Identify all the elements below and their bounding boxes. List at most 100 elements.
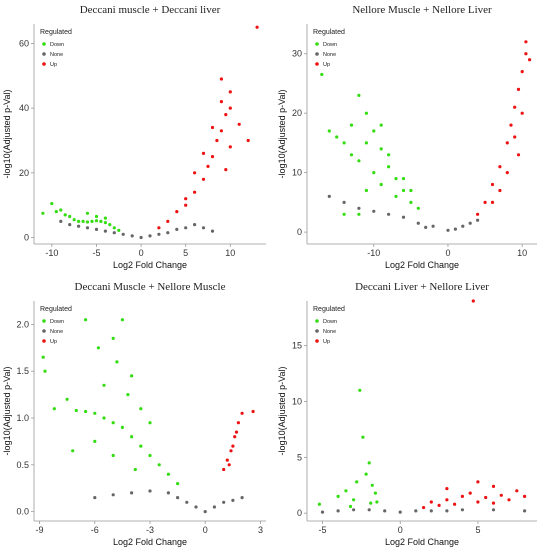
legend-swatch-down	[315, 319, 319, 323]
point-down	[41, 355, 45, 359]
point-down	[43, 369, 47, 373]
legend-swatch-down	[42, 319, 46, 323]
point-down	[99, 219, 103, 223]
point-none	[445, 509, 449, 513]
point-up	[234, 430, 239, 434]
point-down	[103, 216, 107, 220]
point-up	[520, 111, 524, 115]
point-up	[491, 484, 496, 488]
point-none	[431, 224, 435, 228]
legend-swatch-down	[42, 42, 46, 46]
point-down	[81, 219, 85, 223]
point-down	[90, 219, 94, 223]
point-none	[398, 510, 402, 514]
point-down	[54, 210, 58, 214]
point-up	[437, 503, 441, 507]
point-up	[166, 219, 170, 223]
point-down	[361, 435, 365, 439]
point-down	[72, 218, 76, 222]
point-down	[364, 188, 368, 193]
point-down	[416, 206, 420, 210]
point-none	[94, 227, 99, 231]
point-down	[71, 449, 75, 453]
point-up	[184, 197, 188, 201]
point-down	[176, 482, 180, 486]
point-down	[336, 494, 340, 498]
point-up	[505, 171, 509, 175]
point-up	[491, 501, 496, 505]
point-down	[357, 159, 361, 163]
point-down	[394, 194, 398, 198]
point-none	[212, 505, 216, 509]
point-up	[528, 58, 532, 62]
x-tick-label: 10	[225, 248, 235, 258]
y-tick-label: 20	[19, 168, 29, 178]
point-none	[372, 209, 376, 213]
y-tick-label: 0.0	[16, 507, 29, 517]
point-down	[68, 214, 72, 219]
point-down	[357, 212, 361, 216]
point-up	[490, 182, 495, 187]
point-down	[349, 123, 354, 127]
point-down	[409, 200, 413, 204]
point-none	[210, 229, 215, 233]
point-down	[317, 502, 321, 506]
point-up	[227, 463, 231, 467]
x-axis-label: Log2 Fold Change	[113, 537, 187, 547]
point-none	[130, 491, 134, 495]
legend: Regulated Down None Up	[313, 29, 345, 68]
point-none	[175, 227, 179, 231]
legend-swatch-none	[42, 52, 46, 56]
y-tick-label: 1.0	[16, 413, 29, 423]
legend-label-up: Up	[323, 62, 330, 68]
point-down	[364, 141, 368, 145]
point-down	[348, 504, 353, 509]
point-down	[409, 188, 413, 193]
point-none	[468, 221, 472, 225]
point-none	[414, 509, 418, 513]
point-up	[516, 153, 521, 157]
point-down	[344, 489, 348, 493]
point-up	[523, 494, 527, 498]
legend: Regulated Down None Up	[313, 306, 345, 345]
legend-swatch-down	[315, 42, 319, 46]
point-down	[84, 409, 88, 414]
point-none	[166, 491, 170, 495]
point-none	[461, 224, 465, 228]
point-none	[357, 206, 361, 210]
x-tick-label: 0	[203, 525, 208, 535]
point-down	[375, 500, 379, 504]
point-none	[222, 500, 226, 504]
point-up	[228, 106, 232, 110]
point-down	[387, 153, 391, 157]
x-tick-label: -10	[367, 248, 380, 258]
x-tick-label: -3	[146, 525, 154, 535]
point-down	[320, 72, 324, 77]
point-none	[139, 235, 143, 240]
data-points	[41, 318, 255, 514]
point-down	[74, 408, 78, 413]
point-up	[236, 421, 240, 425]
point-down	[120, 425, 124, 429]
y-tick-label: 5	[297, 452, 302, 462]
point-down	[335, 135, 339, 139]
point-none	[201, 226, 206, 230]
legend: Regulated Down None Up	[40, 29, 72, 68]
point-down	[387, 165, 391, 169]
point-down	[41, 211, 45, 215]
point-down	[63, 213, 67, 217]
point-none	[231, 498, 235, 502]
data-points	[41, 25, 259, 240]
point-up	[524, 40, 528, 44]
point-none	[77, 224, 81, 228]
y-tick-label: 30	[292, 49, 302, 59]
point-up	[468, 491, 472, 495]
y-tick-label: 0.5	[16, 460, 29, 470]
point-down	[94, 214, 99, 219]
x-tick-label: 5	[475, 525, 480, 535]
x-tick-label: -5	[319, 525, 327, 535]
point-down	[65, 397, 69, 401]
point-up	[520, 70, 524, 74]
x-tick-label: 0	[139, 248, 144, 258]
point-none	[112, 231, 116, 235]
